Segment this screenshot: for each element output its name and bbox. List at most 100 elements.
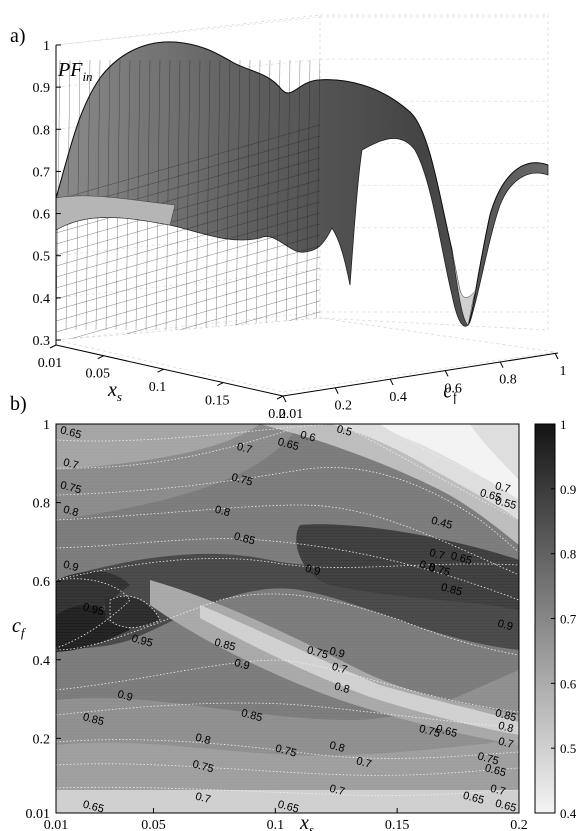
z-tick-label: 0.6	[33, 208, 51, 223]
mesh-line	[165, 59, 171, 331]
mesh-line	[75, 59, 81, 331]
mesh-line	[235, 59, 241, 331]
colorbar-tick-label: 0.4	[560, 806, 577, 821]
contour-label: 0.9	[233, 657, 251, 673]
z-tick-label: 0.8	[33, 123, 51, 138]
contour-label: 0.7	[235, 441, 253, 457]
contour-label: 0.8	[62, 504, 80, 520]
contour-label: 0.85	[233, 530, 257, 547]
y-tick-label: 0.01	[26, 807, 51, 822]
contour-label: 0.8	[497, 720, 515, 736]
y-tick	[444, 370, 449, 377]
y-tick-label: 0.8	[33, 497, 51, 512]
contour-label: 0.65	[59, 424, 83, 441]
mesh-line	[175, 59, 181, 331]
colorbar-tick-label: 1	[560, 417, 567, 432]
x-tick-label: 0.1	[149, 380, 167, 395]
colorbar-tick-label: 0.9	[560, 482, 576, 497]
z-tick-label: 0.5	[33, 250, 51, 265]
x-tick	[217, 382, 224, 387]
mesh-line	[56, 224, 320, 340]
mesh-line	[56, 70, 320, 212]
contour-label: 0.85	[494, 707, 518, 724]
contour-label: 0.65	[484, 762, 508, 779]
contour-label: 0.8	[194, 732, 212, 748]
mesh-line	[56, 257, 320, 340]
contour-label: 0.5	[335, 423, 353, 439]
x-tick-label: 0.1	[267, 818, 285, 831]
y-tick-label: 1	[560, 364, 567, 379]
contour-label: 0.75	[476, 750, 500, 767]
z-tick-label: 0.4	[33, 292, 51, 307]
mesh-line	[135, 59, 141, 331]
contour-label: 0.9	[496, 618, 514, 634]
mesh-line	[416, 60, 420, 330]
y-axis-ticks-b: 0.01 0.2 0.4 0.6 0.8 1	[26, 418, 61, 822]
colorbar-ticks: 0.4 0.5 0.6 0.7 0.8 0.9 1	[551, 417, 577, 821]
x-tick-label: 0.15	[385, 818, 410, 831]
contour-fill	[56, 424, 519, 813]
y-axis-label-a: cf	[441, 379, 460, 406]
mesh-line	[105, 59, 111, 331]
contour-label: 0.8	[328, 739, 346, 755]
mesh-line	[155, 59, 161, 331]
z-gridline	[55, 311, 321, 341]
y-tick-label: 0.8	[499, 373, 517, 388]
contour-label: 0.75	[191, 758, 215, 775]
contour-label: 0.95	[130, 633, 154, 650]
y-tick-label: 0.4	[33, 654, 51, 669]
mesh-line	[125, 59, 131, 331]
z-tick-label: 0.7	[33, 165, 51, 180]
mesh-line	[56, 246, 320, 340]
contour-label: 0.7	[494, 480, 512, 496]
contour-label: 0.7	[355, 755, 373, 771]
mesh-line	[265, 59, 271, 331]
mesh-line	[56, 147, 320, 289]
y-axis-ticks-a: 0.01 0.2 0.4 0.6 0.8 1	[279, 352, 567, 422]
mesh-line	[315, 59, 320, 331]
mesh-line	[526, 60, 530, 330]
contour-label: 0.65	[81, 799, 105, 816]
x-tick-label: 0.05	[141, 818, 166, 831]
x-tick-label: 0.2	[268, 407, 286, 422]
y-tick-label: 0.4	[389, 390, 407, 405]
plot-frame-b	[55, 423, 520, 814]
contour-label: 0.7	[194, 791, 212, 807]
contour-label: 0.7	[62, 457, 80, 473]
y-tick-label: 1	[43, 418, 50, 433]
y-tick	[389, 378, 394, 386]
mesh-line	[466, 60, 470, 330]
x-tick	[97, 355, 105, 360]
contour-label: 0.95	[81, 601, 105, 618]
mesh-line	[275, 59, 281, 331]
contour-label: 0.65	[494, 798, 518, 815]
x-tick	[49, 344, 57, 349]
contour-label: 0.7	[489, 783, 507, 799]
y-tick	[334, 387, 339, 394]
contour-label: 0.75	[427, 562, 451, 579]
x-tick-label: 0.01	[38, 356, 63, 371]
colorbar-tick-label: 0.5	[560, 741, 576, 756]
contour-label: 0.75	[418, 723, 442, 740]
mesh-line	[215, 59, 221, 331]
contour-label: 0.8	[333, 681, 351, 697]
mesh-line	[56, 180, 320, 322]
y-tick-label: 0.6	[444, 381, 462, 396]
y-tick-label: 0.6	[33, 575, 51, 590]
mesh-line	[56, 125, 320, 267]
contour-label: 0.85	[213, 637, 237, 654]
axes-a	[55, 45, 559, 397]
mesh-line	[285, 59, 291, 331]
mesh-line	[195, 59, 201, 331]
z-gridline	[55, 227, 321, 257]
colorbar-tick-label: 0.6	[560, 676, 577, 691]
mesh-line	[56, 213, 320, 340]
y-axis-label-b: cf	[12, 615, 27, 640]
contour-label: 0.65	[479, 487, 503, 504]
y-tick-label: 0.2	[334, 399, 352, 414]
contour-label: 0.75	[230, 471, 254, 488]
mesh-line	[56, 103, 320, 245]
contour-label: 0.65	[462, 790, 486, 807]
panel-b-label: b)	[10, 393, 27, 415]
y-tick	[282, 395, 287, 403]
